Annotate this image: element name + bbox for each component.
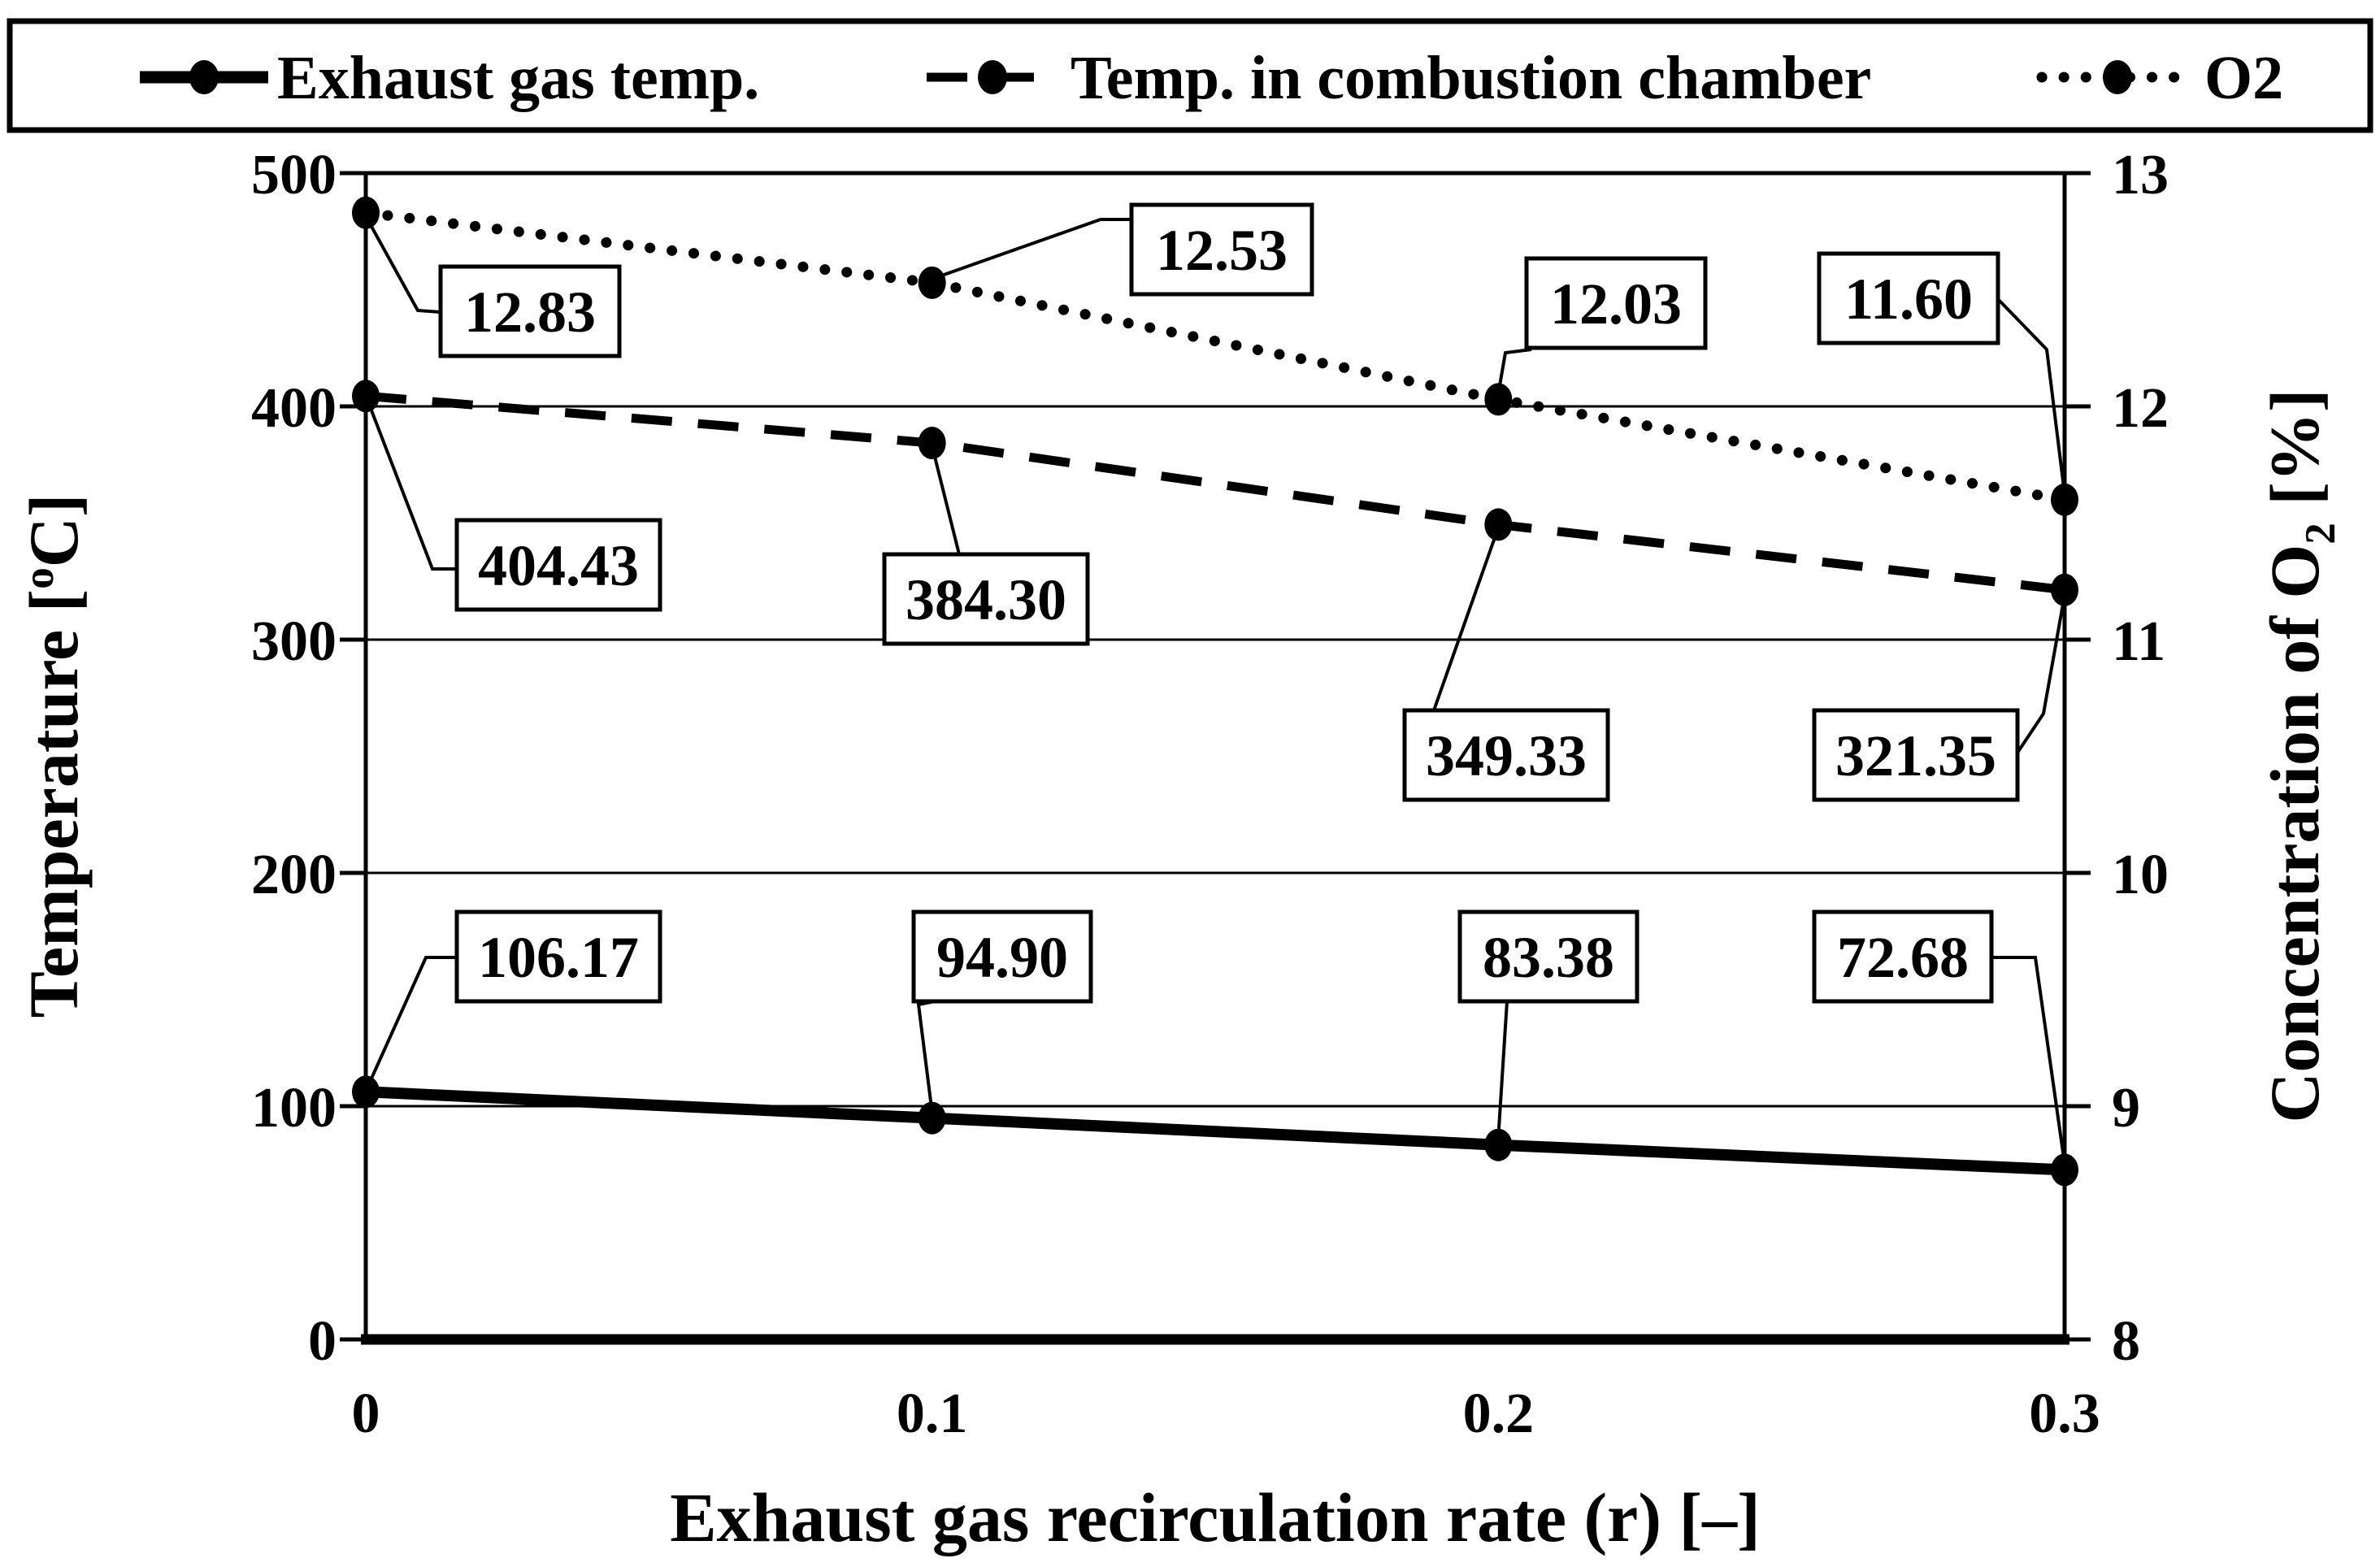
y-axis-left-tick-label: 100 bbox=[251, 1077, 337, 1139]
data-label: 349.33 bbox=[1426, 723, 1587, 788]
x-axis-tick-label: 0 bbox=[352, 1383, 380, 1445]
data-label: 404.43 bbox=[478, 533, 639, 598]
annotation-box bbox=[911, 909, 1093, 1004]
legend-marker-icon bbox=[978, 60, 1007, 94]
data-point-marker bbox=[352, 1075, 380, 1109]
y-axis-right-tick-label: 10 bbox=[2112, 844, 2169, 906]
data-label: 321.35 bbox=[1835, 723, 1996, 788]
data-label: 12.53 bbox=[1156, 218, 1288, 283]
y-axis-left-tick-label: 300 bbox=[251, 610, 337, 673]
series-dashed-line bbox=[365, 391, 2065, 595]
annotation-box bbox=[882, 552, 1090, 646]
y-axis-right-tick-label: 13 bbox=[2112, 144, 2169, 206]
annotation-leader bbox=[1496, 1001, 1509, 1142]
data-label: 94.90 bbox=[936, 925, 1068, 990]
data-label: 72.68 bbox=[1837, 925, 1969, 990]
legend-marker-icon bbox=[2103, 60, 2132, 94]
annotation-box bbox=[454, 909, 662, 1004]
y-axis-left-title: Temperature [oC] bbox=[15, 493, 93, 1018]
annotation-box bbox=[1812, 909, 1994, 1004]
data-label: 384.30 bbox=[906, 567, 1066, 632]
annotation-leader bbox=[1496, 348, 1532, 396]
data-point-marker bbox=[1484, 383, 1513, 416]
data-label: 11.60 bbox=[1844, 267, 1973, 332]
x-axis-tick-label: 0.1 bbox=[897, 1383, 968, 1445]
x-axis-tick-label: 0.3 bbox=[2029, 1383, 2100, 1445]
data-point-marker bbox=[2051, 1153, 2078, 1187]
annotation-box bbox=[1129, 202, 1314, 297]
series-solid-line bbox=[365, 1086, 2065, 1176]
annotation-leader bbox=[364, 215, 441, 314]
annotation-leader bbox=[366, 956, 457, 1088]
data-point-marker bbox=[2051, 483, 2078, 516]
x-axis-tick-label: 0.2 bbox=[1463, 1383, 1535, 1445]
legend-item-label: Exhaust gas temp. bbox=[277, 44, 759, 112]
annotation-leader bbox=[931, 446, 961, 555]
annotation-box bbox=[454, 518, 662, 612]
x-axis-title: Exhaust gas recirculation rate (r) [–] bbox=[670, 1478, 1761, 1556]
y-axis-right-tick-label: 8 bbox=[2112, 1310, 2140, 1373]
annotation-leader bbox=[366, 399, 457, 571]
annotation-box bbox=[1457, 909, 1640, 1004]
annotation-leader bbox=[1432, 527, 1500, 711]
data-point-marker bbox=[352, 196, 380, 229]
y-axis-left-tick-label: 200 bbox=[251, 844, 337, 906]
annotation-box bbox=[1524, 256, 1708, 350]
y-axis-right-tick-label: 11 bbox=[2112, 610, 2165, 673]
data-point-marker bbox=[918, 427, 946, 460]
data-point-marker bbox=[352, 380, 380, 413]
y-axis-left-tick-label: 0 bbox=[308, 1310, 337, 1373]
data-label: 106.17 bbox=[478, 925, 639, 990]
data-point-marker bbox=[918, 1101, 946, 1135]
annotation-leader bbox=[934, 218, 1131, 280]
data-point-marker bbox=[1484, 508, 1513, 541]
legend-item-label: Temp. in combustion chamber bbox=[1071, 44, 1871, 112]
annotation-box bbox=[438, 264, 622, 358]
annotation-leader bbox=[1991, 956, 2066, 1165]
data-label: 12.03 bbox=[1550, 271, 1682, 336]
legend-box bbox=[7, 18, 2373, 133]
data-point-marker bbox=[2051, 573, 2078, 606]
data-point-marker bbox=[918, 266, 946, 299]
y-axis-right-tick-label: 12 bbox=[2112, 377, 2169, 440]
annotation-leader bbox=[1996, 297, 2066, 495]
y-axis-left-tick-label: 500 bbox=[251, 144, 337, 206]
data-label: 12.83 bbox=[464, 280, 596, 345]
annotation-leader bbox=[2016, 594, 2066, 754]
annotation-box bbox=[1817, 251, 2000, 345]
data-label: 83.38 bbox=[1483, 925, 1614, 990]
annotation-box bbox=[1402, 708, 1610, 802]
legend-item-label: O2 bbox=[2204, 44, 2283, 112]
series-dotted-line bbox=[360, 207, 2070, 506]
data-point-marker bbox=[1484, 1128, 1513, 1161]
y-axis-left-tick-label: 400 bbox=[251, 377, 337, 440]
annotation-box bbox=[1812, 708, 2020, 802]
y-axis-right-title: Concentration of O2 [%] bbox=[2256, 388, 2344, 1122]
y-axis-right-tick-label: 9 bbox=[2112, 1077, 2140, 1139]
legend-marker-icon bbox=[189, 60, 219, 94]
